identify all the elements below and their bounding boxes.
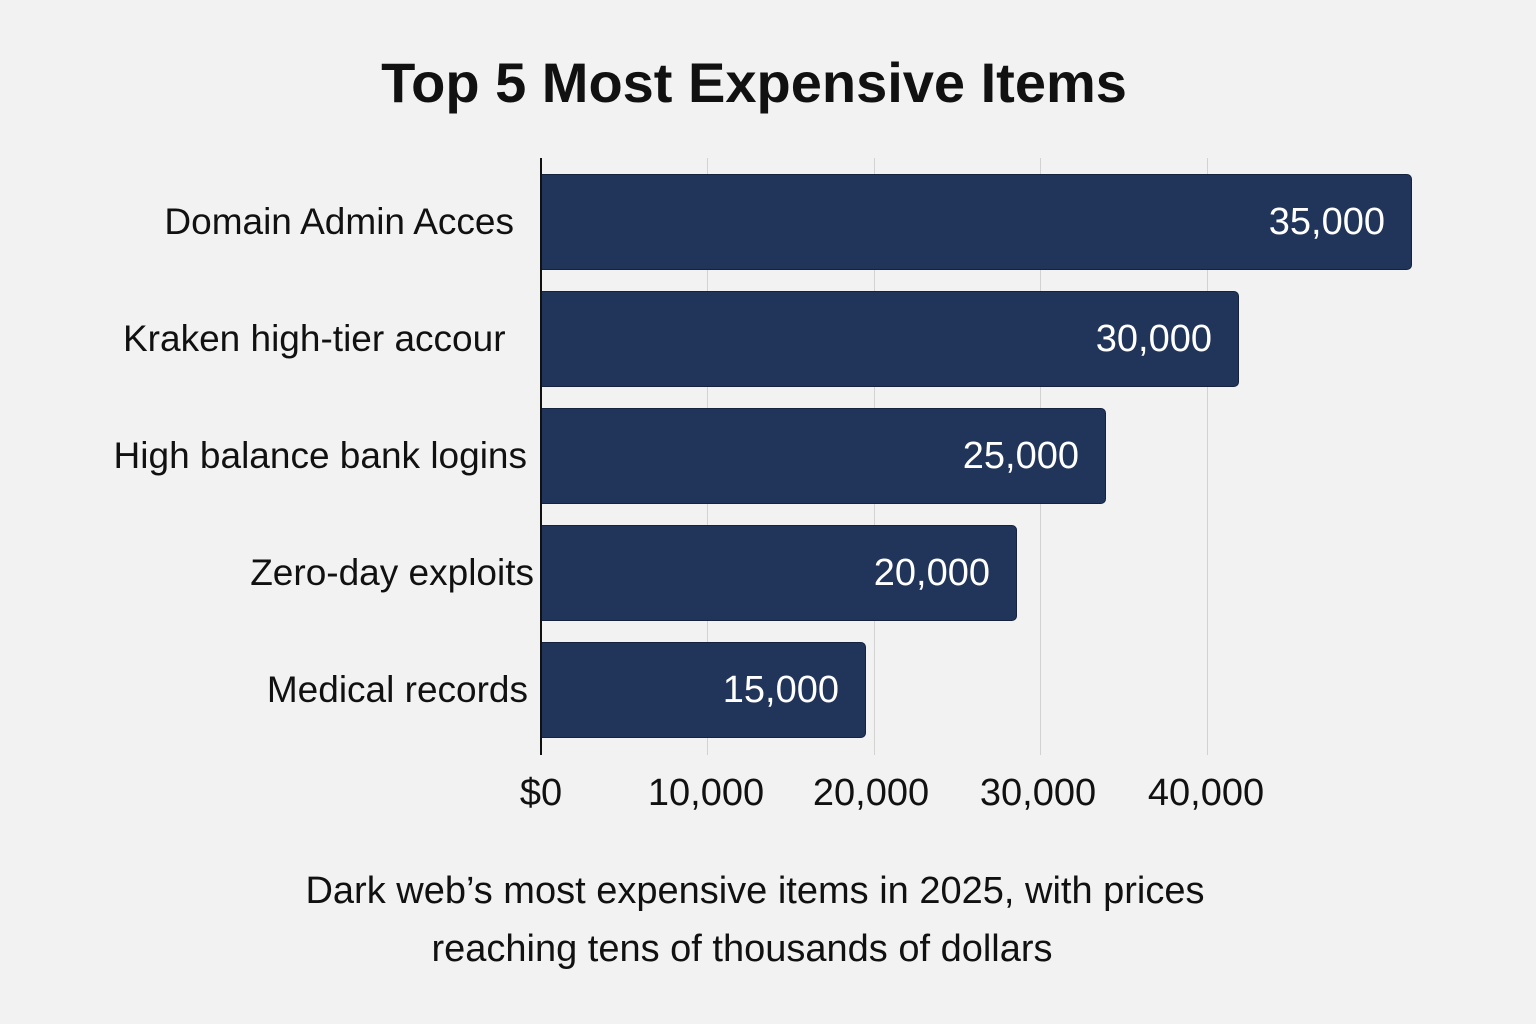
bar-value-label: 15,000 [722, 669, 839, 711]
chart-caption: Dark web’s most expensive items in 2025,… [0, 862, 1510, 978]
caption-line-2: reaching tens of thousands of dollars [431, 928, 1053, 970]
bar-value-label: 35,000 [1268, 201, 1385, 243]
gridline-40000 [1207, 158, 1208, 755]
category-label: Zero-day exploits [250, 552, 534, 593]
x-tick-label: 30,000 [979, 772, 1097, 814]
chart-title: Top 5 Most Expensive Items [381, 51, 1127, 114]
bar-kraken-high-tier-account: 30,000 [541, 291, 1239, 387]
bar-medical-records: 15,000 [541, 642, 866, 738]
category-label: High balance bank logins [113, 435, 527, 476]
x-tick-label: 10,000 [647, 772, 765, 814]
category-label: Kraken high-tier accour [123, 318, 506, 359]
bar-high-balance-bank-logins: 25,000 [541, 408, 1106, 504]
bar-value-label: 30,000 [1095, 318, 1212, 360]
bar-value-label: 20,000 [873, 552, 990, 594]
category-label: Domain Admin Acces [164, 201, 514, 242]
bar-zero-day-exploits: 20,000 [541, 525, 1017, 621]
bar-value-label: 25,000 [962, 435, 1079, 477]
x-tick-label: 40,000 [1147, 772, 1265, 814]
y-axis-line [540, 158, 542, 755]
x-tick-label: 20,000 [812, 772, 930, 814]
bar-domain-admin-access: 35,000 [541, 174, 1412, 270]
category-label: Medical records [266, 669, 528, 710]
caption-line-1: Dark web’s most expensive items in 2025,… [305, 870, 1205, 912]
x-tick-label: $0 [519, 772, 563, 814]
